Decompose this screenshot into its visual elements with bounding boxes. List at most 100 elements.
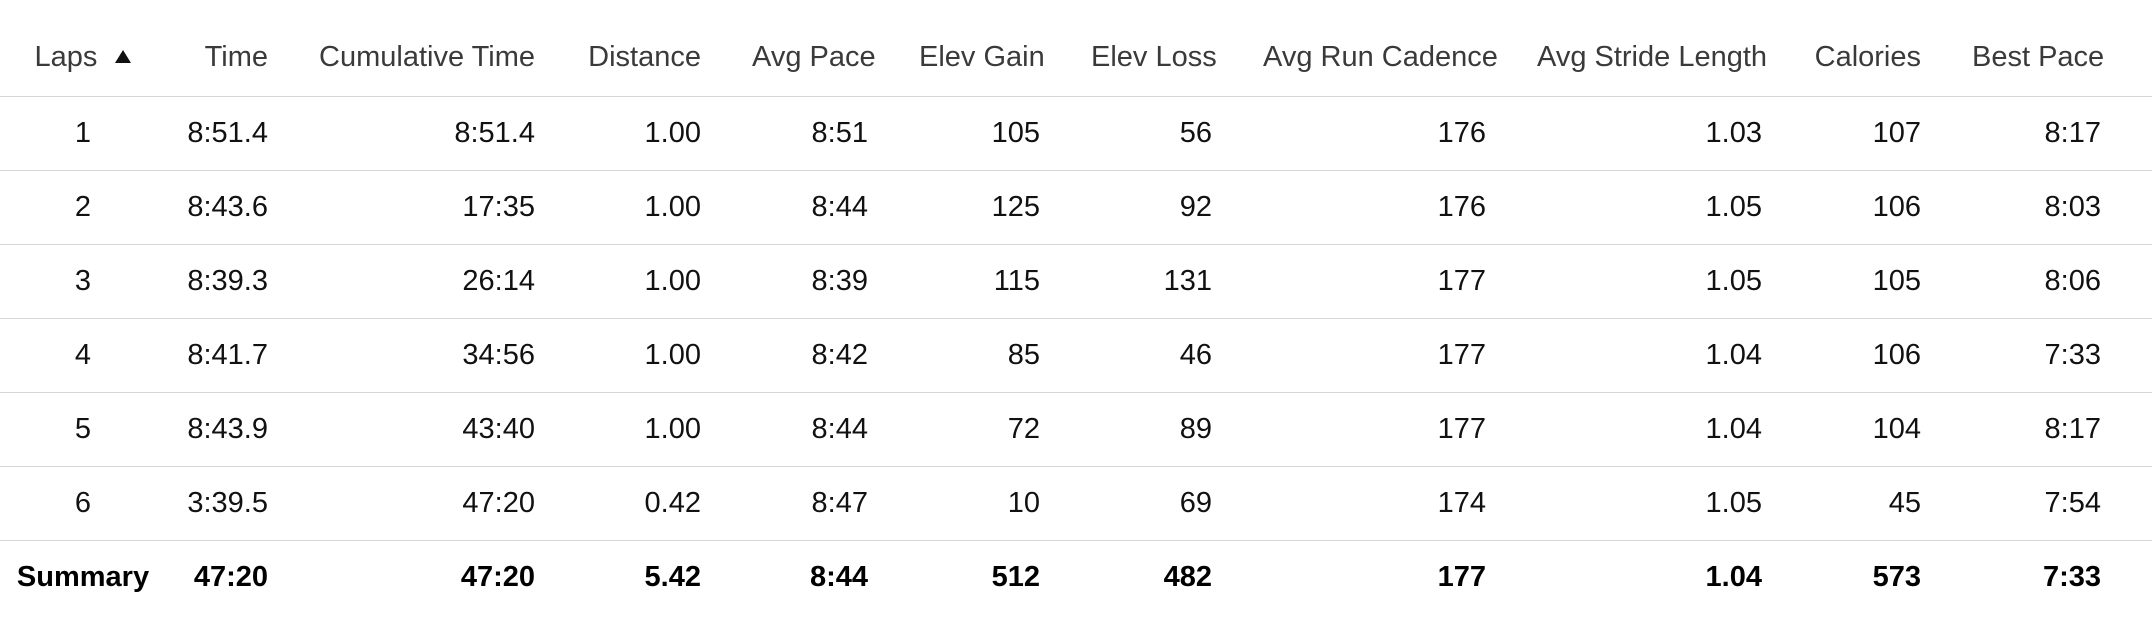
- cell-elev-gain: 105: [919, 96, 1091, 171]
- cell-best-pace: 7:33: [1972, 318, 2152, 393]
- summary-avg-run-cadence: 177: [1437, 561, 1486, 593]
- cell-best-pace: 8:03: [1972, 170, 2152, 245]
- table-row: 6 3:39.5 47:20 0.42 8:47 10 69 174 1.05 …: [0, 466, 2152, 541]
- cell-calories: 104: [1813, 392, 1972, 467]
- cell-avg-stride-length: 1.05: [1537, 170, 1813, 245]
- summary-calories: 573: [1872, 561, 1921, 593]
- cell-distance: 1.00: [586, 244, 752, 319]
- cell-elev-loss: 89: [1091, 392, 1263, 467]
- table-header: Laps Time Cumulative Time Distance Avg P…: [0, 18, 2152, 97]
- cell-cumulative-time: 17:35: [319, 170, 586, 245]
- cell-distance: 1.00: [586, 392, 752, 467]
- header-laps[interactable]: Laps: [0, 18, 166, 97]
- cell-elev-loss: 56: [1091, 96, 1263, 171]
- cell-time: 8:51.4: [166, 96, 319, 171]
- cell-elev-loss: 92: [1091, 170, 1263, 245]
- header-time[interactable]: Time: [166, 18, 319, 97]
- header-cumulative-time[interactable]: Cumulative Time: [319, 18, 586, 97]
- table-row: 2 8:43.6 17:35 1.00 8:44 125 92 176 1.05…: [0, 170, 2152, 245]
- cell-time: 8:43.6: [166, 170, 319, 245]
- cell-avg-run-cadence: 176: [1263, 96, 1537, 171]
- header-avg-pace[interactable]: Avg Pace: [752, 18, 919, 97]
- cell-calories: 106: [1813, 170, 1972, 245]
- summary-label: Summary: [16, 561, 150, 593]
- cell-avg-pace: 8:47: [752, 466, 919, 541]
- table-row: 4 8:41.7 34:56 1.00 8:42 85 46 177 1.04 …: [0, 318, 2152, 393]
- cell-elev-gain: 125: [919, 170, 1091, 245]
- cell-calories: 106: [1813, 318, 1972, 393]
- cell-lap: 2: [0, 170, 166, 245]
- summary-elev-gain: 512: [991, 561, 1040, 593]
- cell-avg-pace: 8:44: [752, 170, 919, 245]
- cell-avg-pace: 8:42: [752, 318, 919, 393]
- cell-distance: 1.00: [586, 96, 752, 171]
- cell-avg-run-cadence: 177: [1263, 244, 1537, 319]
- cell-calories: 105: [1813, 244, 1972, 319]
- cell-elev-gain: 10: [919, 466, 1091, 541]
- summary-row: Summary 47:20 47:20 5.42 8:44 512 482 17…: [0, 541, 2152, 615]
- cell-distance: 0.42: [586, 466, 752, 541]
- cell-time: 8:39.3: [166, 244, 319, 319]
- cell-best-pace: 8:06: [1972, 244, 2152, 319]
- table-row: 5 8:43.9 43:40 1.00 8:44 72 89 177 1.04 …: [0, 392, 2152, 467]
- summary-avg-stride-length: 1.04: [1705, 561, 1762, 593]
- table-row: 1 8:51.4 8:51.4 1.00 8:51 105 56 176 1.0…: [0, 96, 2152, 171]
- cell-avg-run-cadence: 174: [1263, 466, 1537, 541]
- cell-lap: 3: [0, 244, 166, 319]
- cell-cumulative-time: 8:51.4: [319, 96, 586, 171]
- header-avg-run-cadence[interactable]: Avg Run Cadence: [1263, 18, 1537, 97]
- summary-elev-loss: 482: [1163, 561, 1212, 593]
- cell-cumulative-time: 47:20: [319, 466, 586, 541]
- cell-elev-gain: 85: [919, 318, 1091, 393]
- cell-elev-gain: 115: [919, 244, 1091, 319]
- cell-elev-gain: 72: [919, 392, 1091, 467]
- cell-time: 8:43.9: [166, 392, 319, 467]
- summary-avg-pace: 8:44: [809, 561, 868, 593]
- cell-avg-pace: 8:39: [752, 244, 919, 319]
- cell-cumulative-time: 34:56: [319, 318, 586, 393]
- header-best-pace[interactable]: Best Pace: [1972, 18, 2152, 97]
- cell-cumulative-time: 43:40: [319, 392, 586, 467]
- cell-best-pace: 7:54: [1972, 466, 2152, 541]
- cell-avg-pace: 8:44: [752, 392, 919, 467]
- cell-lap: 5: [0, 392, 166, 467]
- sort-ascending-icon: [115, 49, 132, 63]
- cell-avg-run-cadence: 177: [1263, 318, 1537, 393]
- cell-elev-loss: 131: [1091, 244, 1263, 319]
- cell-avg-run-cadence: 177: [1263, 392, 1537, 467]
- cell-avg-stride-length: 1.04: [1537, 392, 1813, 467]
- cell-elev-loss: 46: [1091, 318, 1263, 393]
- cell-distance: 1.00: [586, 318, 752, 393]
- cell-best-pace: 8:17: [1972, 96, 2152, 171]
- header-row: Laps Time Cumulative Time Distance Avg P…: [0, 18, 2152, 97]
- summary-time: 47:20: [193, 561, 268, 593]
- cell-best-pace: 8:17: [1972, 392, 2152, 467]
- cell-avg-pace: 8:51: [752, 96, 919, 171]
- cell-avg-stride-length: 1.05: [1537, 244, 1813, 319]
- laps-table: Laps Time Cumulative Time Distance Avg P…: [0, 18, 2152, 614]
- header-calories[interactable]: Calories: [1813, 18, 1972, 97]
- cell-lap: 4: [0, 318, 166, 393]
- cell-avg-stride-length: 1.03: [1537, 96, 1813, 171]
- cell-distance: 1.00: [586, 170, 752, 245]
- cell-calories: 107: [1813, 96, 1972, 171]
- cell-cumulative-time: 26:14: [319, 244, 586, 319]
- header-avg-stride-length[interactable]: Avg Stride Length: [1537, 18, 1813, 97]
- cell-avg-stride-length: 1.04: [1537, 318, 1813, 393]
- header-distance[interactable]: Distance: [586, 18, 752, 97]
- cell-lap: 6: [0, 466, 166, 541]
- cell-time: 3:39.5: [166, 466, 319, 541]
- cell-elev-loss: 69: [1091, 466, 1263, 541]
- header-laps-label: Laps: [34, 40, 98, 73]
- cell-lap: 1: [0, 96, 166, 171]
- summary-distance: 5.42: [644, 561, 701, 593]
- cell-avg-run-cadence: 176: [1263, 170, 1537, 245]
- cell-time: 8:41.7: [166, 318, 319, 393]
- cell-calories: 45: [1813, 466, 1972, 541]
- summary-cumulative-time: 47:20: [460, 561, 535, 593]
- cell-avg-stride-length: 1.05: [1537, 466, 1813, 541]
- table-body: 1 8:51.4 8:51.4 1.00 8:51 105 56 176 1.0…: [0, 96, 2152, 615]
- header-elev-loss[interactable]: Elev Loss: [1091, 18, 1263, 97]
- table-row: 3 8:39.3 26:14 1.00 8:39 115 131 177 1.0…: [0, 244, 2152, 319]
- header-elev-gain[interactable]: Elev Gain: [919, 18, 1091, 97]
